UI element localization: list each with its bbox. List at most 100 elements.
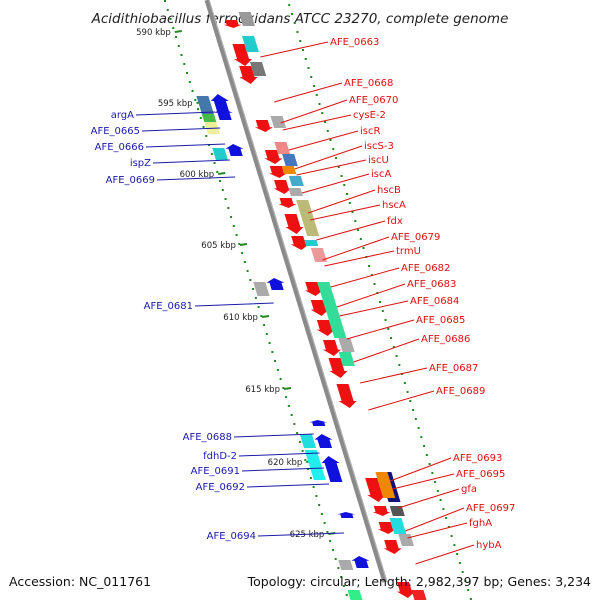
ruler-dot bbox=[232, 225, 235, 227]
ruler-dot bbox=[238, 243, 241, 245]
gene-label-afe_0688: AFE_0688 bbox=[183, 432, 232, 443]
label-leader-line bbox=[135, 111, 216, 116]
ruler-dot bbox=[257, 306, 260, 308]
gene-label-gfa: gfa bbox=[461, 484, 477, 495]
forward-gene-arrow bbox=[365, 478, 386, 502]
ruler-dot-right bbox=[324, 121, 327, 123]
ruler-dot bbox=[276, 369, 279, 371]
ruler-dot-right bbox=[406, 391, 409, 393]
ruler-dot bbox=[188, 81, 191, 83]
ruler-dot bbox=[194, 99, 197, 101]
ruler-dot-right bbox=[434, 481, 437, 483]
gene-label-afe_0666: AFE_0666 bbox=[95, 142, 144, 153]
label-leader-line bbox=[152, 159, 230, 164]
gene-segment-left bbox=[212, 148, 228, 160]
ruler-dot-right bbox=[456, 553, 459, 555]
genome-backbone bbox=[204, 0, 388, 583]
ruler-dot-right bbox=[346, 193, 349, 195]
forward-gene-arrow bbox=[372, 506, 391, 516]
gene-segment bbox=[389, 518, 407, 534]
ruler-tick-label: 620 kbp bbox=[268, 458, 303, 468]
ruler-dot bbox=[268, 342, 271, 344]
ruler-dot-right bbox=[445, 517, 448, 519]
map-title: Acidithiobacillus ferrooxidans ATCC 2327… bbox=[91, 11, 509, 27]
reverse-gene-arrow bbox=[351, 556, 370, 568]
label-leader-line bbox=[280, 99, 348, 124]
label-leader-line bbox=[415, 544, 475, 565]
ruler-dot-right bbox=[310, 76, 313, 78]
label-leader-line bbox=[282, 114, 352, 131]
ruler-dot-right bbox=[469, 598, 472, 600]
ruler-dot-right bbox=[464, 580, 467, 582]
label-leader-line bbox=[324, 250, 395, 267]
label-leader-line bbox=[288, 130, 359, 151]
gene-label-afe_0682: AFE_0682 bbox=[401, 263, 450, 274]
gene-segment bbox=[270, 116, 287, 128]
ruler-dot-right bbox=[461, 571, 464, 573]
reverse-gene-arrow bbox=[214, 108, 233, 120]
gene-segment bbox=[282, 154, 298, 166]
label-leader-line bbox=[360, 367, 428, 384]
ruler-dot bbox=[309, 477, 312, 479]
forward-gene-arrow bbox=[284, 214, 304, 234]
gene-segment bbox=[288, 176, 304, 186]
right-gene-labels: AFE_0663 AFE_0668 AFE_0670 cysE-2 iscR iscS-3… bbox=[260, 37, 515, 565]
gene-label-afe_0665: AFE_0665 bbox=[91, 126, 140, 137]
ruler-dot-right bbox=[414, 418, 417, 420]
ruler-dot bbox=[265, 333, 268, 335]
label-leader-line bbox=[141, 127, 221, 132]
gene-segment bbox=[317, 282, 347, 338]
gene-label-iscu: iscU bbox=[368, 155, 389, 166]
gene-label-afe_0685: AFE_0685 bbox=[416, 315, 465, 326]
ruler-dot-right bbox=[335, 157, 338, 159]
ruler-dot-right bbox=[354, 220, 357, 222]
ruler-dot-right bbox=[417, 427, 420, 429]
ruler-dot-right bbox=[318, 103, 321, 105]
label-leader-line bbox=[145, 143, 226, 148]
genome-backbone-highlight bbox=[208, 0, 388, 583]
ruler-dot bbox=[334, 558, 337, 560]
accession-text: Accession: NC_011761 bbox=[9, 574, 151, 589]
ruler-dot bbox=[318, 504, 321, 506]
gene-label-afe_0687: AFE_0687 bbox=[429, 363, 478, 374]
label-leader-line bbox=[339, 300, 409, 317]
label-leader-line bbox=[241, 467, 325, 472]
gene-label-fgha: fghA bbox=[469, 518, 492, 529]
ruler-dot-right bbox=[458, 562, 461, 564]
ruler-dot-right bbox=[420, 436, 423, 438]
gene-label-hyba: hybA bbox=[476, 540, 502, 551]
gene-segment bbox=[310, 248, 328, 262]
gene-label-afe_0693: AFE_0693 bbox=[453, 453, 502, 464]
ruler-dot-right bbox=[431, 472, 434, 474]
label-leader-line bbox=[238, 452, 320, 457]
ruler-tick-label: 600 kbp bbox=[180, 170, 215, 180]
reverse-gene-arrow bbox=[314, 434, 333, 448]
ruler-dot-right bbox=[390, 337, 393, 339]
ruler-dot bbox=[345, 594, 348, 596]
ruler-tick bbox=[283, 387, 292, 390]
ruler-dot bbox=[219, 180, 222, 182]
ruler-dot-right bbox=[288, 4, 291, 6]
label-leader-line bbox=[392, 473, 455, 490]
gene-label-isca: iscA bbox=[371, 169, 391, 180]
ruler-tick-label: 610 kbp bbox=[223, 313, 258, 323]
ruler-dot-right bbox=[301, 49, 304, 51]
ruler-dot bbox=[331, 549, 334, 551]
ruler-dot-right bbox=[321, 112, 324, 114]
gene-label-afe_0691: AFE_0691 bbox=[191, 466, 240, 477]
ruler-dot bbox=[340, 576, 343, 578]
ruler-dot bbox=[186, 72, 189, 74]
ruler-dot bbox=[323, 522, 326, 524]
ruler-dot-right bbox=[312, 85, 315, 87]
ruler-dot-right bbox=[395, 355, 398, 357]
label-leader-line bbox=[301, 173, 370, 194]
ruler-dot-right bbox=[447, 526, 450, 528]
forward-gene-arrow bbox=[383, 540, 402, 554]
forward-gene-arrow bbox=[304, 282, 323, 296]
label-leader-line bbox=[307, 189, 376, 214]
gene-label-fdx: fdx bbox=[387, 216, 403, 227]
label-leader-line bbox=[316, 220, 386, 241]
label-leader-line bbox=[233, 433, 314, 438]
gene-segment-left bbox=[347, 590, 363, 600]
